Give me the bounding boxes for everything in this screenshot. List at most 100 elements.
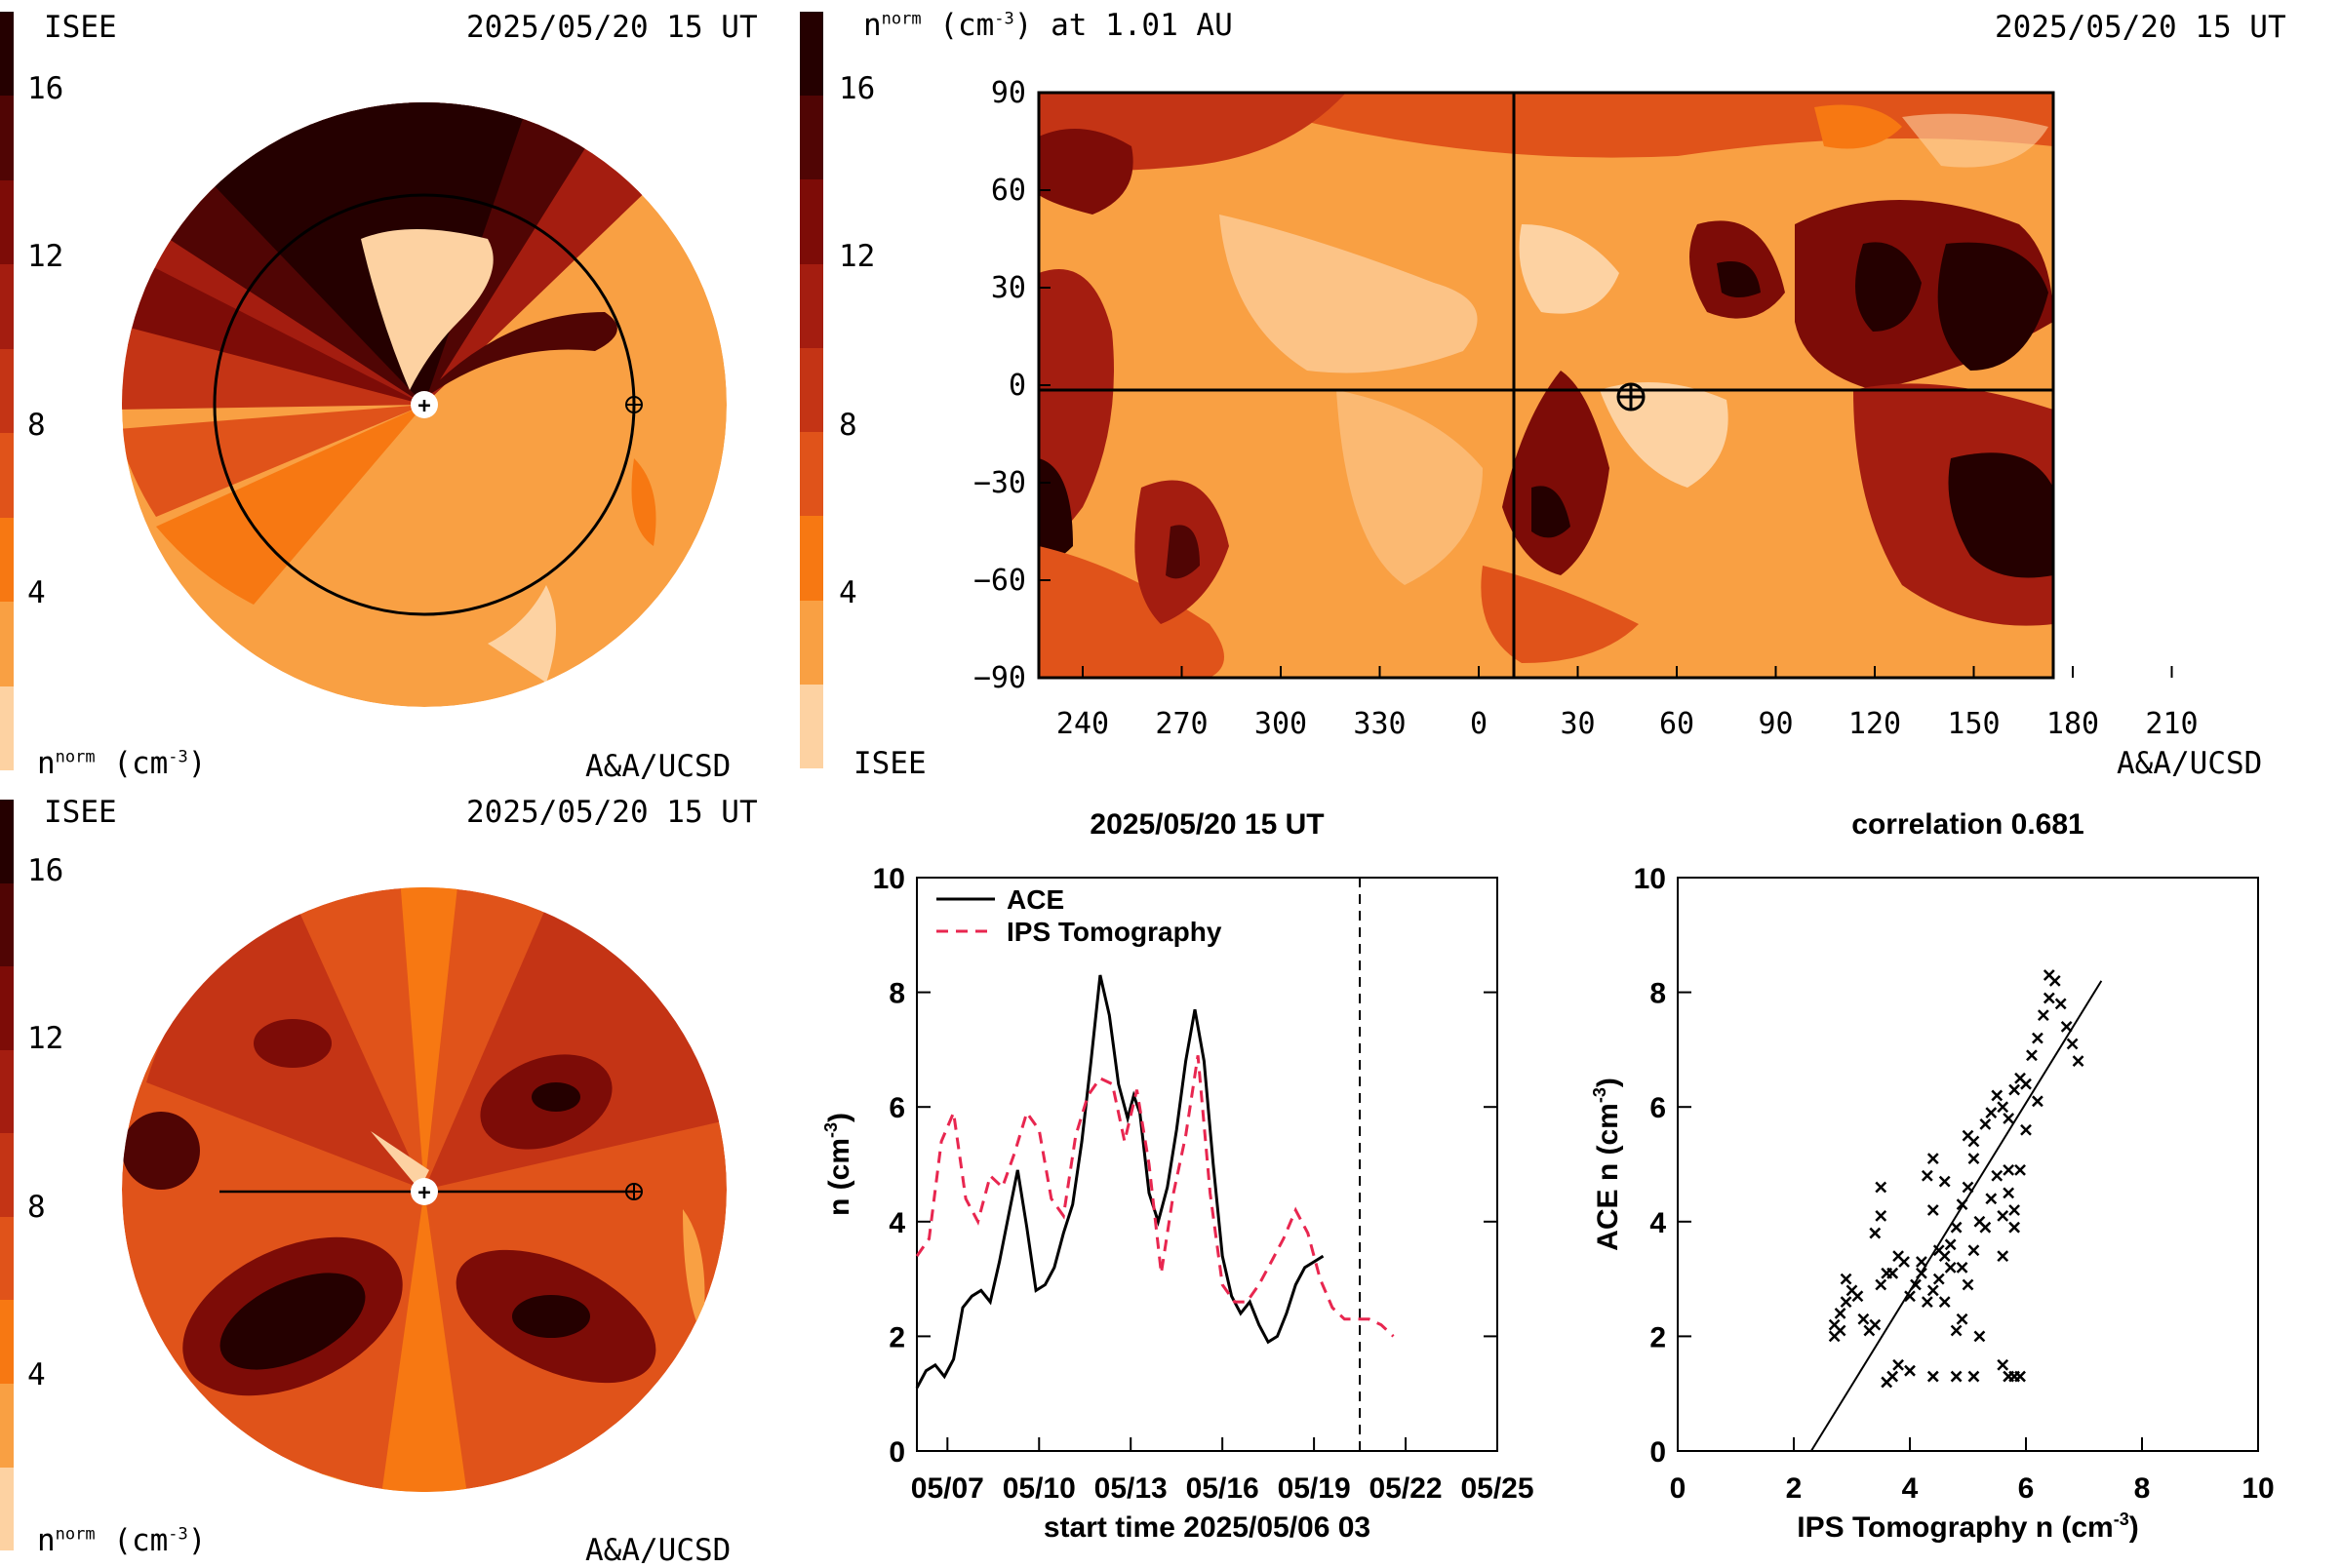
scatter-chart: correlation 0.681 0 2 4 6 8 10 0 2 4 6 8 10 IPS Tomog… (1590, 808, 2275, 1544)
scatter-point (1834, 1307, 1846, 1319)
scatter-point (1956, 1313, 1968, 1325)
scatter-point (1962, 1181, 1974, 1194)
timeseries-y-tick-label: 0 (889, 1436, 905, 1469)
synoptic-y-tick-label: 0 (1009, 369, 1026, 403)
synoptic-x-tick-label: 60 (1659, 707, 1694, 741)
colorbar-tick-12-bl: 12 (27, 1021, 64, 1056)
scatter-point (1869, 1318, 1882, 1331)
timeseries-y-axis-label: n (cm-3) (821, 1113, 855, 1216)
org-label-bl: ISEE (44, 795, 117, 830)
scatter-point (2032, 1095, 2043, 1108)
timeseries-y-tick-label: 4 (889, 1207, 905, 1239)
scatter-point (1926, 1153, 1939, 1165)
timeseries-y-tick-label: 2 (889, 1321, 905, 1353)
synoptic-density-field (1039, 93, 2053, 678)
scatter-point (1904, 1364, 1916, 1377)
scatter-point (1956, 1261, 1968, 1274)
scatter-point (1997, 1250, 2009, 1262)
synoptic-x-tick-label: 180 (2046, 707, 2099, 741)
colorbar-segment (0, 882, 14, 967)
polar-panel-bottom: + ISEE 2025/05/20 15 UT 16 12 8 4 nnorm … (0, 790, 800, 1568)
timeseries-x-tick-label: 05/19 (1278, 1472, 1351, 1505)
scatter-x-tick-label: 6 (2018, 1472, 2035, 1505)
colorbar-segment (0, 12, 14, 97)
scatter-point (1967, 1135, 1980, 1148)
scatter-point (1985, 1107, 1998, 1118)
synoptic-title: nnorm (cm-3) at 1.01 AU (863, 8, 1233, 43)
sun-marker-bottom (411, 1178, 438, 1205)
date-label-tl: 2025/05/20 15 UT (466, 10, 758, 45)
colorbar-label-tl: nnorm (cm-3) (37, 746, 207, 781)
scatter-y-tick-label: 2 (1649, 1321, 1666, 1353)
scatter-point (1932, 1273, 1945, 1285)
scatter-point (1904, 1290, 1916, 1303)
series-line-ips-tomography (915, 1055, 1395, 1338)
scatter-point (2043, 992, 2055, 1004)
scatter-point (1997, 1101, 2009, 1114)
colorbar-segment (800, 12, 823, 97)
scatter-point (2014, 1370, 2026, 1383)
scatter-point (1967, 1153, 1980, 1165)
scatter-point (1921, 1169, 1933, 1182)
timeseries-y-tick-label: 6 (889, 1092, 905, 1124)
scatter-point (2043, 969, 2055, 981)
polar-map-bottom: + (122, 887, 727, 1492)
colorbar-segment (0, 348, 14, 434)
synoptic-map-panel: nnorm (cm-3) at 1.01 AU 2025/05/20 15 UT… (800, 0, 2341, 790)
org-label-tr: ISEE (853, 746, 927, 781)
synoptic-x-tick-label: 30 (1560, 707, 1595, 741)
timeseries-x-tick-label: 05/10 (1003, 1472, 1076, 1505)
synoptic-y-ticks: 90 60 30 0 −30 −60 −90 (973, 76, 1051, 695)
synoptic-x-tick-label: 120 (1848, 707, 1901, 741)
synoptic-y-tick-label: −60 (973, 564, 1026, 598)
colorbar-tick-16-bl: 16 (27, 853, 64, 888)
synoptic-x-tick-label: 330 (1353, 707, 1406, 741)
colorbar-segment (800, 516, 823, 601)
scatter-point (2066, 1038, 2079, 1050)
synoptic-date: 2025/05/20 15 UT (1995, 10, 2286, 45)
colorbar-segment (0, 264, 14, 349)
credit-label-bl: A&A/UCSD (585, 1533, 732, 1568)
scatter-point (2020, 1078, 2032, 1090)
scatter-point (1997, 1358, 2009, 1371)
scatter-point (1938, 1296, 1951, 1309)
colorbar-segment (0, 602, 14, 686)
scatter-point (1985, 1193, 1998, 1205)
regression-line (1809, 980, 2103, 1452)
colorbar-segment (0, 179, 14, 265)
scatter-point (1921, 1296, 1933, 1309)
svg-text:+: + (417, 1181, 430, 1205)
colorbar-bottom-left (0, 800, 14, 1551)
colorbar-segment (0, 1216, 14, 1301)
colorbar-tick-12-tl: 12 (27, 239, 64, 274)
scatter-x-tick-label: 10 (2242, 1472, 2274, 1505)
timeseries-x-tick-label: 05/22 (1369, 1472, 1443, 1505)
scatter-point (1956, 1198, 1968, 1211)
synoptic-x-tick-label: 210 (2145, 707, 2198, 741)
scatter-x-tick-label: 2 (1786, 1472, 1803, 1505)
synoptic-y-tick-label: −30 (973, 466, 1026, 500)
timeseries-x-tick-label: 05/16 (1186, 1472, 1259, 1505)
colorbar-segment (0, 1133, 14, 1217)
colorbar-tick-8-tr: 8 (839, 408, 857, 443)
colorbar-segment (0, 1467, 14, 1551)
scatter-point (1967, 1244, 1980, 1257)
scatter-point (1857, 1313, 1870, 1325)
scatter-point (1926, 1284, 1939, 1297)
synoptic-x-tick-label: 240 (1056, 707, 1109, 741)
scatter-point (1926, 1370, 1939, 1383)
scatter-point (1886, 1267, 1899, 1279)
colorbar-segment (0, 433, 14, 518)
scatter-x-tick-label: 8 (2134, 1472, 2151, 1505)
timeseries-x-axis-label: start time 2025/05/06 03 (1044, 1511, 1370, 1544)
colorbar-segment (800, 179, 823, 264)
scatter-point (1828, 1318, 1841, 1331)
scatter-point (2020, 1123, 2032, 1136)
scatter-point (2008, 1083, 2020, 1096)
colorbar-segment (0, 966, 14, 1050)
timeseries-panel: 2025/05/20 15 UT 0 2 4 6 8 10 05/07 05/10 05/13 05… (800, 790, 1570, 1560)
scatter-y-tick-label: 0 (1649, 1436, 1666, 1469)
synoptic-x-ticks: 240 270 300 330 0 30 60 90 120 150 180 210 (1056, 666, 2199, 741)
colorbar-segment (0, 1383, 14, 1468)
